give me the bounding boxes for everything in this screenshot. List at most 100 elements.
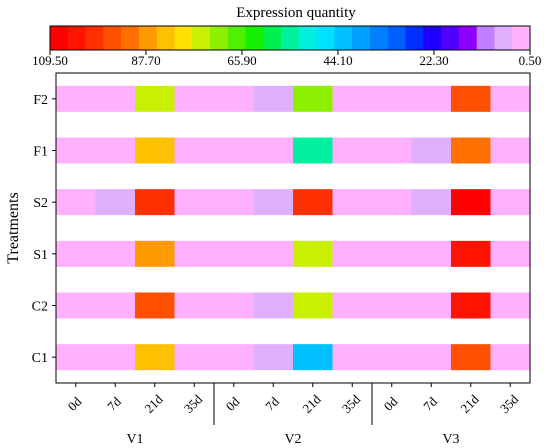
heatmap-cell xyxy=(372,85,413,112)
heatmap-cell xyxy=(135,240,176,267)
time-label: 7d xyxy=(420,394,440,414)
colorbar-tick-label: 0.50 xyxy=(519,53,542,68)
colorbar-segment xyxy=(298,26,318,50)
colorbar-segment xyxy=(85,26,104,50)
colorbar-segment xyxy=(245,26,264,50)
heatmap-cell xyxy=(56,189,97,216)
time-label: 21d xyxy=(141,391,166,416)
heatmap-cell xyxy=(56,85,97,112)
heatmap-cell xyxy=(372,240,413,267)
time-label: 35d xyxy=(339,391,364,416)
heatmap-cell xyxy=(253,85,294,112)
heatmap-cell xyxy=(451,85,492,112)
colorbar-segment xyxy=(458,26,478,50)
colorbar-segment xyxy=(210,26,229,50)
heatmap-cell xyxy=(372,137,413,164)
heatmap-cell xyxy=(95,189,136,216)
heatmap-cell xyxy=(56,137,97,164)
heatmap-cell xyxy=(135,137,176,164)
heatmap-cell xyxy=(95,137,136,164)
colorbar-frame xyxy=(49,25,531,51)
time-label: 21d xyxy=(457,391,482,416)
colorbar-segment xyxy=(512,26,531,50)
colorbar-tick-label: 87.70 xyxy=(131,53,160,68)
colorbar-segment xyxy=(494,26,513,50)
group-separators xyxy=(213,383,373,425)
colorbar-segment xyxy=(370,26,389,50)
colorbar-segment xyxy=(405,26,424,50)
colorbar-segment xyxy=(192,26,211,50)
heatmap-cell xyxy=(135,85,176,112)
colorbar-segment xyxy=(352,26,371,50)
heatmap-cell xyxy=(451,189,492,216)
heatmap-cell xyxy=(174,292,215,319)
heatmap-cell xyxy=(332,85,373,112)
heatmap-cell xyxy=(174,85,215,112)
colorbar-segment xyxy=(263,26,282,50)
heatmap-cell xyxy=(253,292,294,319)
row-label: F1 xyxy=(33,145,48,160)
heatmap-cell xyxy=(214,137,255,164)
heatmap-cell xyxy=(253,240,294,267)
colorbar-tick-label: 44.10 xyxy=(323,53,352,68)
heatmap-cell xyxy=(451,240,492,267)
heatmap-cell xyxy=(332,240,373,267)
group-labels: V1 V2 V3 xyxy=(126,432,459,447)
colorbar-segment xyxy=(121,26,140,50)
colorbar-segment xyxy=(476,26,495,50)
heatmap-cell xyxy=(293,292,334,319)
group-label: V2 xyxy=(284,432,301,447)
time-labels: 0d 7d 21d 35d 0d 7d 21d 35d 0d 7d 21d 35d xyxy=(65,383,522,416)
heatmap-cell xyxy=(135,292,176,319)
colorbar xyxy=(50,26,531,50)
heatmap-cell xyxy=(332,292,373,319)
heatmap-cell xyxy=(332,344,373,371)
colorbar-segment xyxy=(227,26,247,50)
heatmap-cell xyxy=(174,137,215,164)
time-label: 0d xyxy=(223,394,243,414)
colorbar-tick-label: 22.30 xyxy=(419,53,448,68)
heatmap-cells xyxy=(56,85,531,371)
time-label: 0d xyxy=(381,394,401,414)
heatmap-cell xyxy=(372,189,413,216)
heatmap-cell xyxy=(490,292,531,319)
group-label: V1 xyxy=(126,432,143,447)
heatmap-cell xyxy=(293,344,334,371)
heatmap-cell xyxy=(411,137,452,164)
heatmap-cell xyxy=(293,189,334,216)
plot-frame xyxy=(55,72,531,384)
heatmap-cell xyxy=(372,292,413,319)
heatmap-cell xyxy=(56,292,97,319)
time-label: 21d xyxy=(299,391,324,416)
heatmap-cell xyxy=(490,85,531,112)
heatmap-cell xyxy=(95,240,136,267)
row-label: C1 xyxy=(32,351,48,366)
heatmap-cell xyxy=(411,85,452,112)
colorbar-segment xyxy=(174,26,193,50)
heatmap-cell xyxy=(411,344,452,371)
heatmap-cell xyxy=(135,189,176,216)
heatmap-cell xyxy=(490,137,531,164)
colorbar-segment xyxy=(441,26,460,50)
heatmap-cell xyxy=(253,189,294,216)
row-labels: F2 F1 S2 S1 C2 C1 xyxy=(32,93,56,366)
heatmap-cell xyxy=(451,344,492,371)
time-label: 7d xyxy=(104,394,124,414)
time-label: 35d xyxy=(497,391,522,416)
heatmap-cell xyxy=(214,344,255,371)
heatmap-cell xyxy=(293,240,334,267)
heatmap-cell xyxy=(490,189,531,216)
time-label: 7d xyxy=(262,394,282,414)
heatmap-cell xyxy=(253,344,294,371)
heatmap-cell xyxy=(490,240,531,267)
heatmap-cell xyxy=(214,292,255,319)
time-label: 0d xyxy=(65,394,85,414)
y-axis-title: Treatments xyxy=(5,192,22,263)
heatmap-cell xyxy=(95,85,136,112)
group-label: V3 xyxy=(442,432,459,447)
heatmap-cell xyxy=(293,137,334,164)
colorbar-segment xyxy=(67,26,87,50)
colorbar-tick-label: 109.50 xyxy=(32,53,68,68)
heatmap-cell xyxy=(95,344,136,371)
